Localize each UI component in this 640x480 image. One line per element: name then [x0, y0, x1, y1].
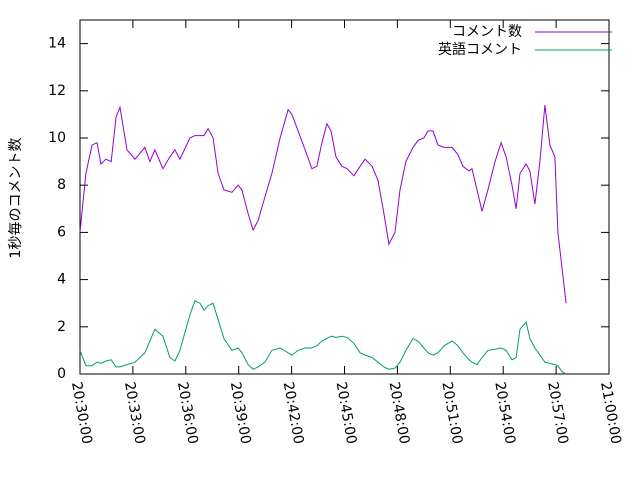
y-tick-label: 10 [48, 130, 66, 146]
y-tick-label: 2 [57, 319, 66, 335]
x-tick-label: 20:45:00 [333, 381, 360, 446]
y-tick-label: 14 [48, 36, 66, 52]
legend-label: 英語コメント [438, 41, 522, 58]
y-tick-label: 8 [57, 177, 66, 193]
y-tick-label: 4 [57, 272, 66, 288]
x-tick-label: 20:57:00 [544, 381, 571, 446]
x-tick-label: 20:30:00 [68, 381, 95, 446]
x-tick-label: 20:54:00 [491, 381, 518, 446]
legend-label: コメント数 [452, 24, 522, 40]
y-tick-label: 12 [48, 83, 66, 99]
x-tick-label: 21:00:00 [597, 381, 624, 446]
x-tick-label: 20:51:00 [438, 381, 465, 446]
plot-border [79, 19, 610, 375]
series-line [79, 300, 567, 375]
x-tick-label: 20:36:00 [174, 381, 201, 446]
series-line [79, 104, 567, 304]
x-tick-label: 20:48:00 [386, 381, 413, 446]
y-tick-label: 0 [57, 366, 66, 382]
y-axis-label: 1秒毎のコメント数 [8, 138, 24, 259]
y-tick-label: 6 [57, 224, 66, 240]
x-tick-label: 20:42:00 [280, 381, 307, 446]
x-tick-label: 20:33:00 [121, 381, 148, 446]
x-tick-label: 20:39:00 [227, 381, 254, 446]
